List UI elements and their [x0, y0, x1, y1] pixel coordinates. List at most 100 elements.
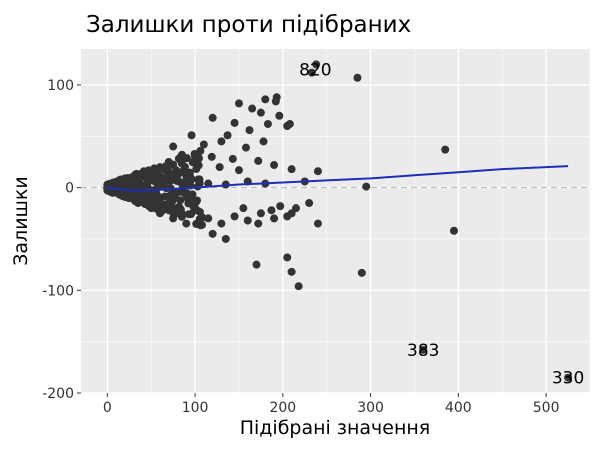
data-point [313, 167, 322, 176]
x-tick-label: 0 [103, 400, 112, 416]
data-point [208, 229, 217, 238]
data-point [166, 176, 175, 185]
data-point [125, 193, 134, 202]
data-point [195, 175, 204, 184]
chart-title: Залишки проти підібраних [86, 12, 411, 38]
data-point [353, 73, 362, 82]
data-point [192, 164, 201, 173]
data-point [169, 214, 178, 223]
data-point [182, 219, 191, 228]
data-point [199, 140, 208, 149]
data-point [267, 206, 276, 215]
data-point [120, 178, 129, 187]
data-point [234, 99, 243, 108]
data-point [294, 282, 303, 291]
y-tick-label: 100 [47, 78, 74, 94]
data-point [177, 150, 186, 159]
data-point [208, 113, 217, 122]
data-point [134, 199, 143, 208]
data-point [313, 219, 322, 228]
data-point [155, 163, 164, 172]
data-point [362, 182, 371, 191]
data-point [307, 68, 316, 77]
data-point [217, 219, 226, 228]
data-point [239, 204, 248, 213]
data-point [221, 234, 230, 243]
data-point [142, 173, 151, 182]
data-point [275, 111, 284, 120]
data-point [204, 214, 213, 223]
data-point [223, 131, 232, 140]
data-point [164, 204, 173, 213]
data-point [151, 169, 160, 178]
data-point [103, 183, 112, 192]
data-point [228, 154, 237, 163]
data-point [184, 173, 193, 182]
data-point [248, 104, 257, 113]
x-tick-label: 400 [445, 400, 472, 416]
x-tick-label: 500 [533, 400, 560, 416]
data-point [283, 253, 292, 262]
data-point [283, 122, 292, 131]
data-point [312, 60, 321, 69]
data-point [187, 210, 196, 219]
y-axis-ticks: 100 0 -100 -200 [42, 78, 81, 402]
data-point [174, 188, 183, 197]
data-point [287, 209, 296, 218]
data-point [287, 165, 296, 174]
data-point [217, 137, 226, 146]
data-point [230, 118, 239, 127]
data-point [112, 180, 121, 189]
y-tick-label: -200 [42, 386, 74, 402]
data-point [270, 214, 279, 223]
data-point [419, 345, 428, 354]
data-point [564, 373, 573, 382]
smooth-trend-line [107, 165, 569, 192]
data-point [287, 267, 296, 276]
y-tick-label: -100 [42, 283, 74, 299]
data-point [254, 219, 263, 228]
data-point [129, 175, 138, 184]
data-point [175, 177, 184, 186]
plot-panel [81, 49, 590, 393]
y-axis-title: Залишки [10, 176, 32, 266]
data-point [261, 95, 270, 104]
x-tick-label: 200 [269, 400, 296, 416]
outlier-label: 820 [299, 61, 331, 81]
data-point [241, 143, 250, 152]
data-point [176, 196, 185, 205]
data-point [191, 152, 200, 161]
data-point [177, 159, 186, 168]
data-point [198, 220, 207, 229]
data-point [441, 145, 450, 154]
data-point [230, 212, 239, 221]
data-point [215, 163, 224, 172]
data-point [245, 126, 254, 135]
data-point [162, 184, 171, 193]
data-point [256, 108, 265, 117]
data-point [259, 137, 268, 146]
data-point [276, 202, 285, 211]
data-point [271, 97, 280, 106]
data-point [187, 131, 196, 140]
data-point [243, 216, 252, 225]
x-axis-title: Підібрані значення [240, 417, 431, 439]
data-point [357, 268, 366, 277]
data-point [187, 193, 196, 202]
data-point [256, 209, 265, 218]
data-point [207, 152, 216, 161]
data-point [154, 181, 163, 190]
data-point [196, 146, 205, 155]
outlier-label: 330 [552, 369, 584, 389]
data-point [252, 260, 261, 269]
data-point [234, 166, 243, 175]
data-point [147, 204, 156, 213]
y-tick-label: 0 [65, 181, 74, 197]
data-point [204, 179, 213, 188]
data-point [173, 171, 182, 180]
data-point [305, 199, 314, 208]
outlier-labels: 820 383 330 [299, 61, 584, 389]
data-point [263, 119, 272, 128]
data-point [169, 142, 178, 151]
